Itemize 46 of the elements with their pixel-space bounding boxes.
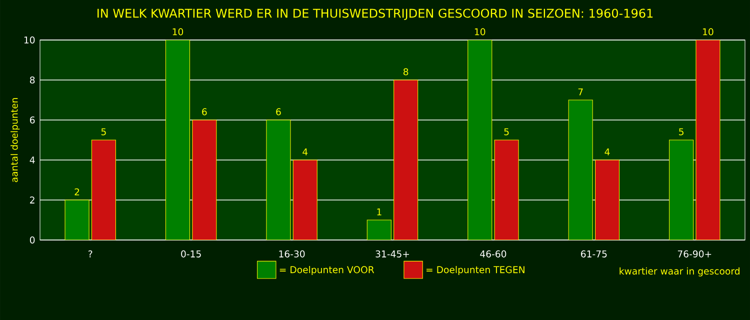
y-tick-label: 10 bbox=[24, 36, 35, 44]
bar bbox=[468, 40, 492, 240]
y-tick-label: 6 bbox=[30, 116, 35, 124]
y-tick-label: 8 bbox=[30, 76, 35, 84]
data-label: 5 bbox=[679, 128, 684, 136]
bar bbox=[192, 120, 217, 240]
x-tick-label: 76-90+ bbox=[678, 250, 712, 258]
x-tick-label: 16-30 bbox=[279, 250, 305, 258]
data-label: 5 bbox=[504, 128, 509, 136]
bar bbox=[292, 160, 318, 240]
data-label: 8 bbox=[403, 68, 408, 76]
data-label: 10 bbox=[474, 28, 486, 36]
data-label: 4 bbox=[302, 148, 308, 156]
legend-label: = Doelpunten VOOR bbox=[280, 266, 374, 276]
bar bbox=[64, 200, 90, 240]
data-label: 4 bbox=[604, 148, 610, 156]
y-tick-label: 4 bbox=[30, 156, 35, 164]
data-label: 10 bbox=[172, 28, 184, 36]
data-label: 5 bbox=[101, 128, 106, 136]
bar bbox=[366, 220, 392, 240]
x-tick-label: 0-15 bbox=[181, 250, 201, 258]
bar bbox=[669, 140, 694, 240]
data-label: 2 bbox=[74, 188, 80, 196]
y-axis-title: aantal doelpunten bbox=[10, 98, 20, 182]
bar bbox=[494, 140, 519, 240]
x-tick-label: 46-60 bbox=[480, 250, 506, 258]
bar bbox=[594, 160, 620, 240]
bar bbox=[266, 120, 291, 240]
bar bbox=[568, 100, 593, 240]
bar bbox=[696, 40, 720, 240]
x-axis-title: kwartier waar in gescoord bbox=[620, 267, 740, 276]
data-label: 6 bbox=[202, 108, 207, 116]
data-label: 6 bbox=[276, 108, 281, 116]
x-tick-label: 31-45+ bbox=[376, 250, 409, 258]
data-label: 7 bbox=[578, 88, 583, 96]
data-label: 10 bbox=[703, 28, 714, 36]
y-tick-label: 2 bbox=[30, 196, 34, 204]
x-tick-label: 61-75 bbox=[581, 250, 607, 258]
data-label: 1 bbox=[377, 208, 382, 216]
x-tick-label: ? bbox=[88, 250, 92, 258]
legend-label: = Doelpunten TEGEN bbox=[426, 266, 524, 276]
chart-title: IN WELK KWARTIER WERD ER IN DE THUISWEDSTRIJDEN GESCOORD IN SEIZOEN: 1960-1961 bbox=[98, 8, 653, 20]
bar bbox=[91, 140, 116, 240]
bar bbox=[394, 80, 418, 240]
bar bbox=[165, 40, 190, 240]
y-tick-label: 0 bbox=[30, 236, 35, 244]
